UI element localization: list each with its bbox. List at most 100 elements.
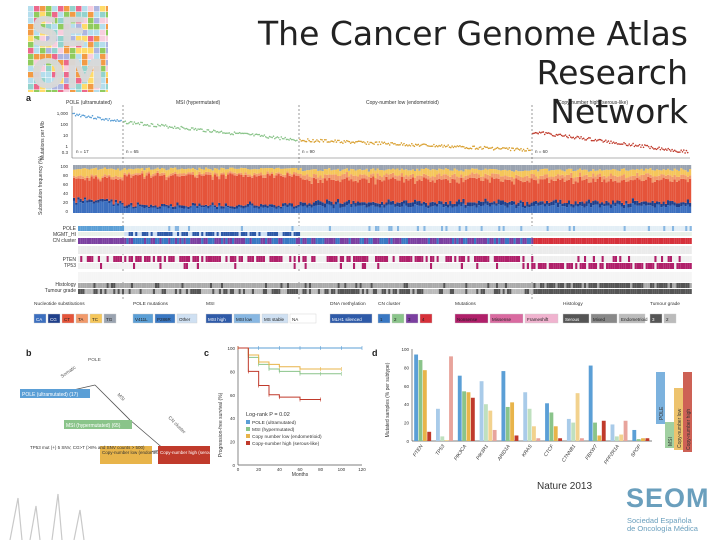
track-cell bbox=[278, 263, 281, 269]
track-cell bbox=[515, 246, 518, 254]
track-cell bbox=[273, 238, 276, 244]
track-cell bbox=[588, 246, 591, 254]
stack-segment bbox=[495, 169, 498, 174]
stack-segment bbox=[631, 203, 634, 213]
stack-segment bbox=[631, 180, 634, 199]
stack-segment bbox=[625, 203, 628, 213]
stack-segment bbox=[299, 173, 302, 178]
track-cell bbox=[313, 263, 316, 269]
tree-annotation: POLE bbox=[88, 357, 101, 363]
track-cell bbox=[271, 272, 274, 282]
scatter-point bbox=[304, 140, 307, 143]
track-cell bbox=[636, 238, 639, 244]
track-cell bbox=[469, 226, 472, 231]
track-cell bbox=[188, 289, 191, 294]
track-cell bbox=[401, 289, 404, 294]
track-cell bbox=[357, 238, 360, 244]
stack-segment bbox=[97, 199, 100, 203]
scatter-point bbox=[465, 146, 468, 149]
stack-segment bbox=[288, 173, 291, 176]
track-cell bbox=[441, 246, 444, 254]
track-cell bbox=[221, 246, 224, 254]
track-cell bbox=[498, 263, 501, 269]
legend-text: TA bbox=[78, 317, 83, 322]
stack-segment bbox=[323, 165, 326, 170]
stack-segment bbox=[592, 169, 595, 174]
track-cell bbox=[491, 226, 494, 231]
track-cell bbox=[183, 263, 186, 269]
stack-segment bbox=[616, 200, 619, 204]
stack-segment bbox=[297, 170, 300, 174]
track-cell bbox=[359, 238, 362, 244]
track-cell bbox=[166, 232, 169, 236]
track-cell bbox=[346, 246, 349, 254]
track-cell bbox=[672, 272, 675, 282]
stack-segment bbox=[121, 204, 124, 213]
track-cell bbox=[126, 263, 129, 269]
track-cell bbox=[623, 283, 626, 288]
stack-segment bbox=[145, 207, 148, 213]
track-cell bbox=[652, 283, 655, 288]
track-cell bbox=[502, 256, 505, 262]
track-cell bbox=[361, 283, 364, 288]
track-cell bbox=[190, 256, 193, 262]
stack-segment bbox=[546, 178, 549, 201]
track-cell bbox=[95, 263, 98, 269]
stack-segment bbox=[656, 179, 659, 202]
track-cell bbox=[452, 272, 455, 282]
logo-tile bbox=[88, 42, 94, 48]
stack-segment bbox=[510, 176, 513, 182]
track-cell bbox=[652, 226, 655, 231]
track-cell bbox=[537, 272, 540, 282]
stack-segment bbox=[136, 175, 139, 203]
track-cell bbox=[203, 289, 206, 294]
stack-segment bbox=[537, 165, 540, 172]
scatter-point bbox=[176, 127, 179, 129]
stack-segment bbox=[607, 169, 610, 177]
stack-segment bbox=[682, 178, 685, 203]
stack-segment bbox=[411, 177, 414, 203]
stack-segment bbox=[315, 174, 318, 180]
stack-segment bbox=[422, 204, 425, 213]
stack-segment bbox=[429, 202, 432, 207]
track-cell bbox=[194, 238, 197, 244]
track-cell bbox=[489, 289, 492, 294]
track-cell bbox=[317, 226, 320, 231]
track-cell bbox=[445, 272, 448, 282]
km-ytick: 0 bbox=[232, 463, 235, 468]
stack-segment bbox=[198, 203, 201, 207]
track-cell bbox=[284, 283, 287, 288]
track-cell bbox=[432, 272, 435, 282]
stack-segment bbox=[101, 201, 104, 213]
track-cell bbox=[339, 246, 342, 254]
stack-segment bbox=[224, 165, 227, 170]
stack-segment bbox=[618, 204, 621, 213]
track-cell bbox=[300, 283, 303, 288]
stack-segment bbox=[381, 181, 384, 202]
track-cell bbox=[597, 263, 600, 269]
logo-tile bbox=[46, 6, 52, 12]
stack-segment bbox=[660, 204, 663, 208]
track-cell bbox=[359, 246, 362, 254]
stack-segment bbox=[81, 178, 84, 201]
track-cell bbox=[370, 256, 373, 262]
track-cell bbox=[278, 246, 281, 254]
stack-segment bbox=[365, 179, 368, 204]
stack-segment bbox=[541, 169, 544, 176]
track-cell bbox=[339, 226, 342, 231]
scatter-point bbox=[352, 141, 355, 143]
stack-segment bbox=[612, 204, 615, 213]
track-cell bbox=[529, 238, 532, 244]
stack-segment bbox=[370, 177, 373, 203]
scatter-point bbox=[140, 121, 142, 124]
stack-segment bbox=[103, 167, 106, 175]
track-cell bbox=[271, 263, 274, 269]
logo-tile bbox=[34, 18, 40, 24]
stack-segment bbox=[636, 200, 639, 206]
track-cell bbox=[201, 232, 204, 236]
track-cell bbox=[166, 272, 169, 282]
stack-segment bbox=[231, 174, 234, 207]
logo-tile bbox=[70, 66, 76, 72]
track-cell bbox=[181, 232, 184, 236]
stack-segment bbox=[513, 204, 516, 213]
